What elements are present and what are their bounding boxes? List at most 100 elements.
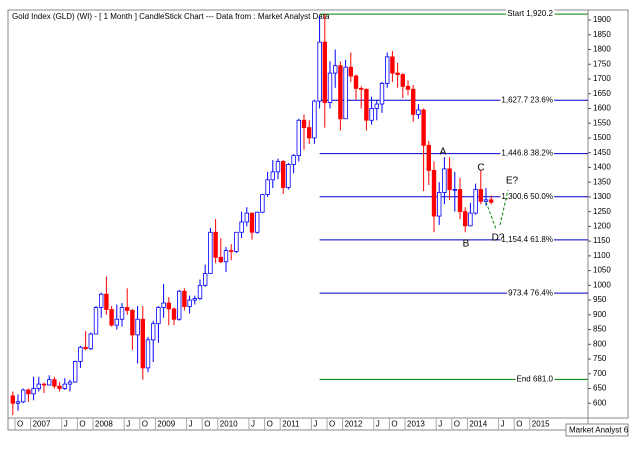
x-tick-label: 2014	[469, 420, 487, 429]
candle-body	[260, 194, 265, 213]
x-tick-label: 2015	[532, 420, 550, 429]
candle-body	[410, 88, 416, 115]
candle-body	[218, 256, 223, 263]
candle-body	[447, 168, 452, 190]
x-tick-label: J	[313, 420, 317, 429]
x-tick-label: 2010	[220, 420, 238, 429]
candle-body	[88, 333, 93, 350]
candle-body	[176, 290, 182, 320]
y-tick-label: 1000	[593, 280, 611, 289]
y-tick-label: 1700	[593, 74, 611, 83]
chart-title: Gold Index (GLD) (WI) - [ 1 Month ] Cand…	[12, 12, 330, 21]
candle-body	[364, 88, 369, 121]
wave-projection	[499, 189, 509, 226]
x-tick-label: 2008	[95, 420, 113, 429]
x-tick-label: O	[329, 420, 335, 429]
x-tick-label: O	[516, 420, 522, 429]
wave-label: B	[463, 239, 470, 250]
candle-body	[202, 273, 208, 286]
candle-body	[249, 212, 255, 233]
candle-body	[286, 164, 291, 188]
y-tick-label: 850	[593, 325, 607, 334]
y-tick-label: 1050	[593, 266, 611, 275]
candle-body	[52, 379, 57, 387]
candle-body	[10, 395, 15, 404]
candle-body	[239, 221, 244, 233]
candle-body	[426, 144, 431, 171]
candle-body	[405, 85, 411, 90]
candle-body	[338, 65, 343, 120]
candle-body	[192, 298, 197, 301]
x-tick-label: 2013	[407, 420, 425, 429]
level-label: End 681.0	[517, 374, 554, 383]
candle-body	[228, 250, 234, 252]
candle-body	[83, 346, 88, 350]
candle-body	[322, 41, 327, 103]
candle-body	[156, 307, 161, 325]
x-tick-label: J	[126, 420, 130, 429]
candle-body	[135, 318, 140, 336]
level-label-bg	[500, 191, 554, 201]
candle-body	[254, 211, 260, 233]
candle-body	[213, 231, 218, 258]
candle-body	[130, 309, 135, 336]
candle-body	[26, 389, 31, 395]
credit-box	[565, 423, 629, 437]
marks: 600 650 700 750 800 850 900 950 1000 1050 1100 1150…	[10, 9, 611, 430]
y-tick-label: 750	[593, 354, 607, 363]
level-label-bg	[500, 148, 554, 158]
candle-body	[343, 66, 348, 120]
candle-body	[452, 189, 457, 191]
x-tick-label: O	[454, 420, 460, 429]
candle-body	[358, 88, 364, 90]
y-tick-label: 600	[593, 398, 607, 407]
level-label: 1,627.7 23.6%	[501, 95, 553, 104]
level-label: 973.4 76.4%	[508, 288, 553, 297]
candle-body	[150, 323, 156, 341]
x-tick-label: 2009	[157, 420, 175, 429]
x-tick-label: J	[251, 420, 255, 429]
candle-body	[296, 119, 301, 157]
level-label: 1,300.6 50.0%	[501, 192, 553, 201]
candle-body	[109, 309, 114, 326]
candle-body	[483, 199, 489, 202]
y-tick-label: 700	[593, 369, 607, 378]
y-tick-label: 1650	[593, 89, 611, 98]
x-tick-label: O	[391, 420, 397, 429]
plot-frame	[7, 9, 589, 419]
x-tick-label: O	[17, 420, 23, 429]
candle-body	[125, 307, 130, 311]
candle-body	[280, 161, 286, 188]
candle-body	[317, 41, 322, 102]
y-tick-label: 1550	[593, 118, 611, 127]
x-tick-label: J	[438, 420, 442, 429]
candle-body	[431, 169, 437, 217]
candle-body	[291, 155, 296, 165]
y-tick-label: 1300	[593, 192, 611, 201]
candle-body	[171, 308, 177, 320]
level-label-bg	[515, 374, 555, 384]
candle-body	[114, 318, 119, 326]
candle-body	[36, 383, 41, 389]
candle-body	[301, 119, 307, 129]
candle-body	[379, 83, 385, 105]
candle-body	[390, 56, 395, 74]
y-tick-label: 1400	[593, 163, 611, 172]
candle-body	[73, 360, 78, 383]
candle-body	[416, 109, 421, 115]
candle-body	[421, 109, 426, 146]
candle-body	[468, 212, 473, 227]
candle-body	[15, 401, 21, 404]
y-tick-label: 1150	[593, 236, 611, 245]
candle-body	[47, 379, 52, 386]
candle-body	[327, 72, 333, 103]
wave-label: A	[440, 147, 447, 158]
y-tick-label: 1500	[593, 133, 611, 142]
candle-body	[223, 250, 229, 263]
candle-body	[400, 74, 405, 87]
candle-body	[275, 161, 281, 173]
wave-label: C	[477, 163, 484, 174]
candle-body	[462, 211, 468, 227]
candle-body	[145, 339, 151, 369]
